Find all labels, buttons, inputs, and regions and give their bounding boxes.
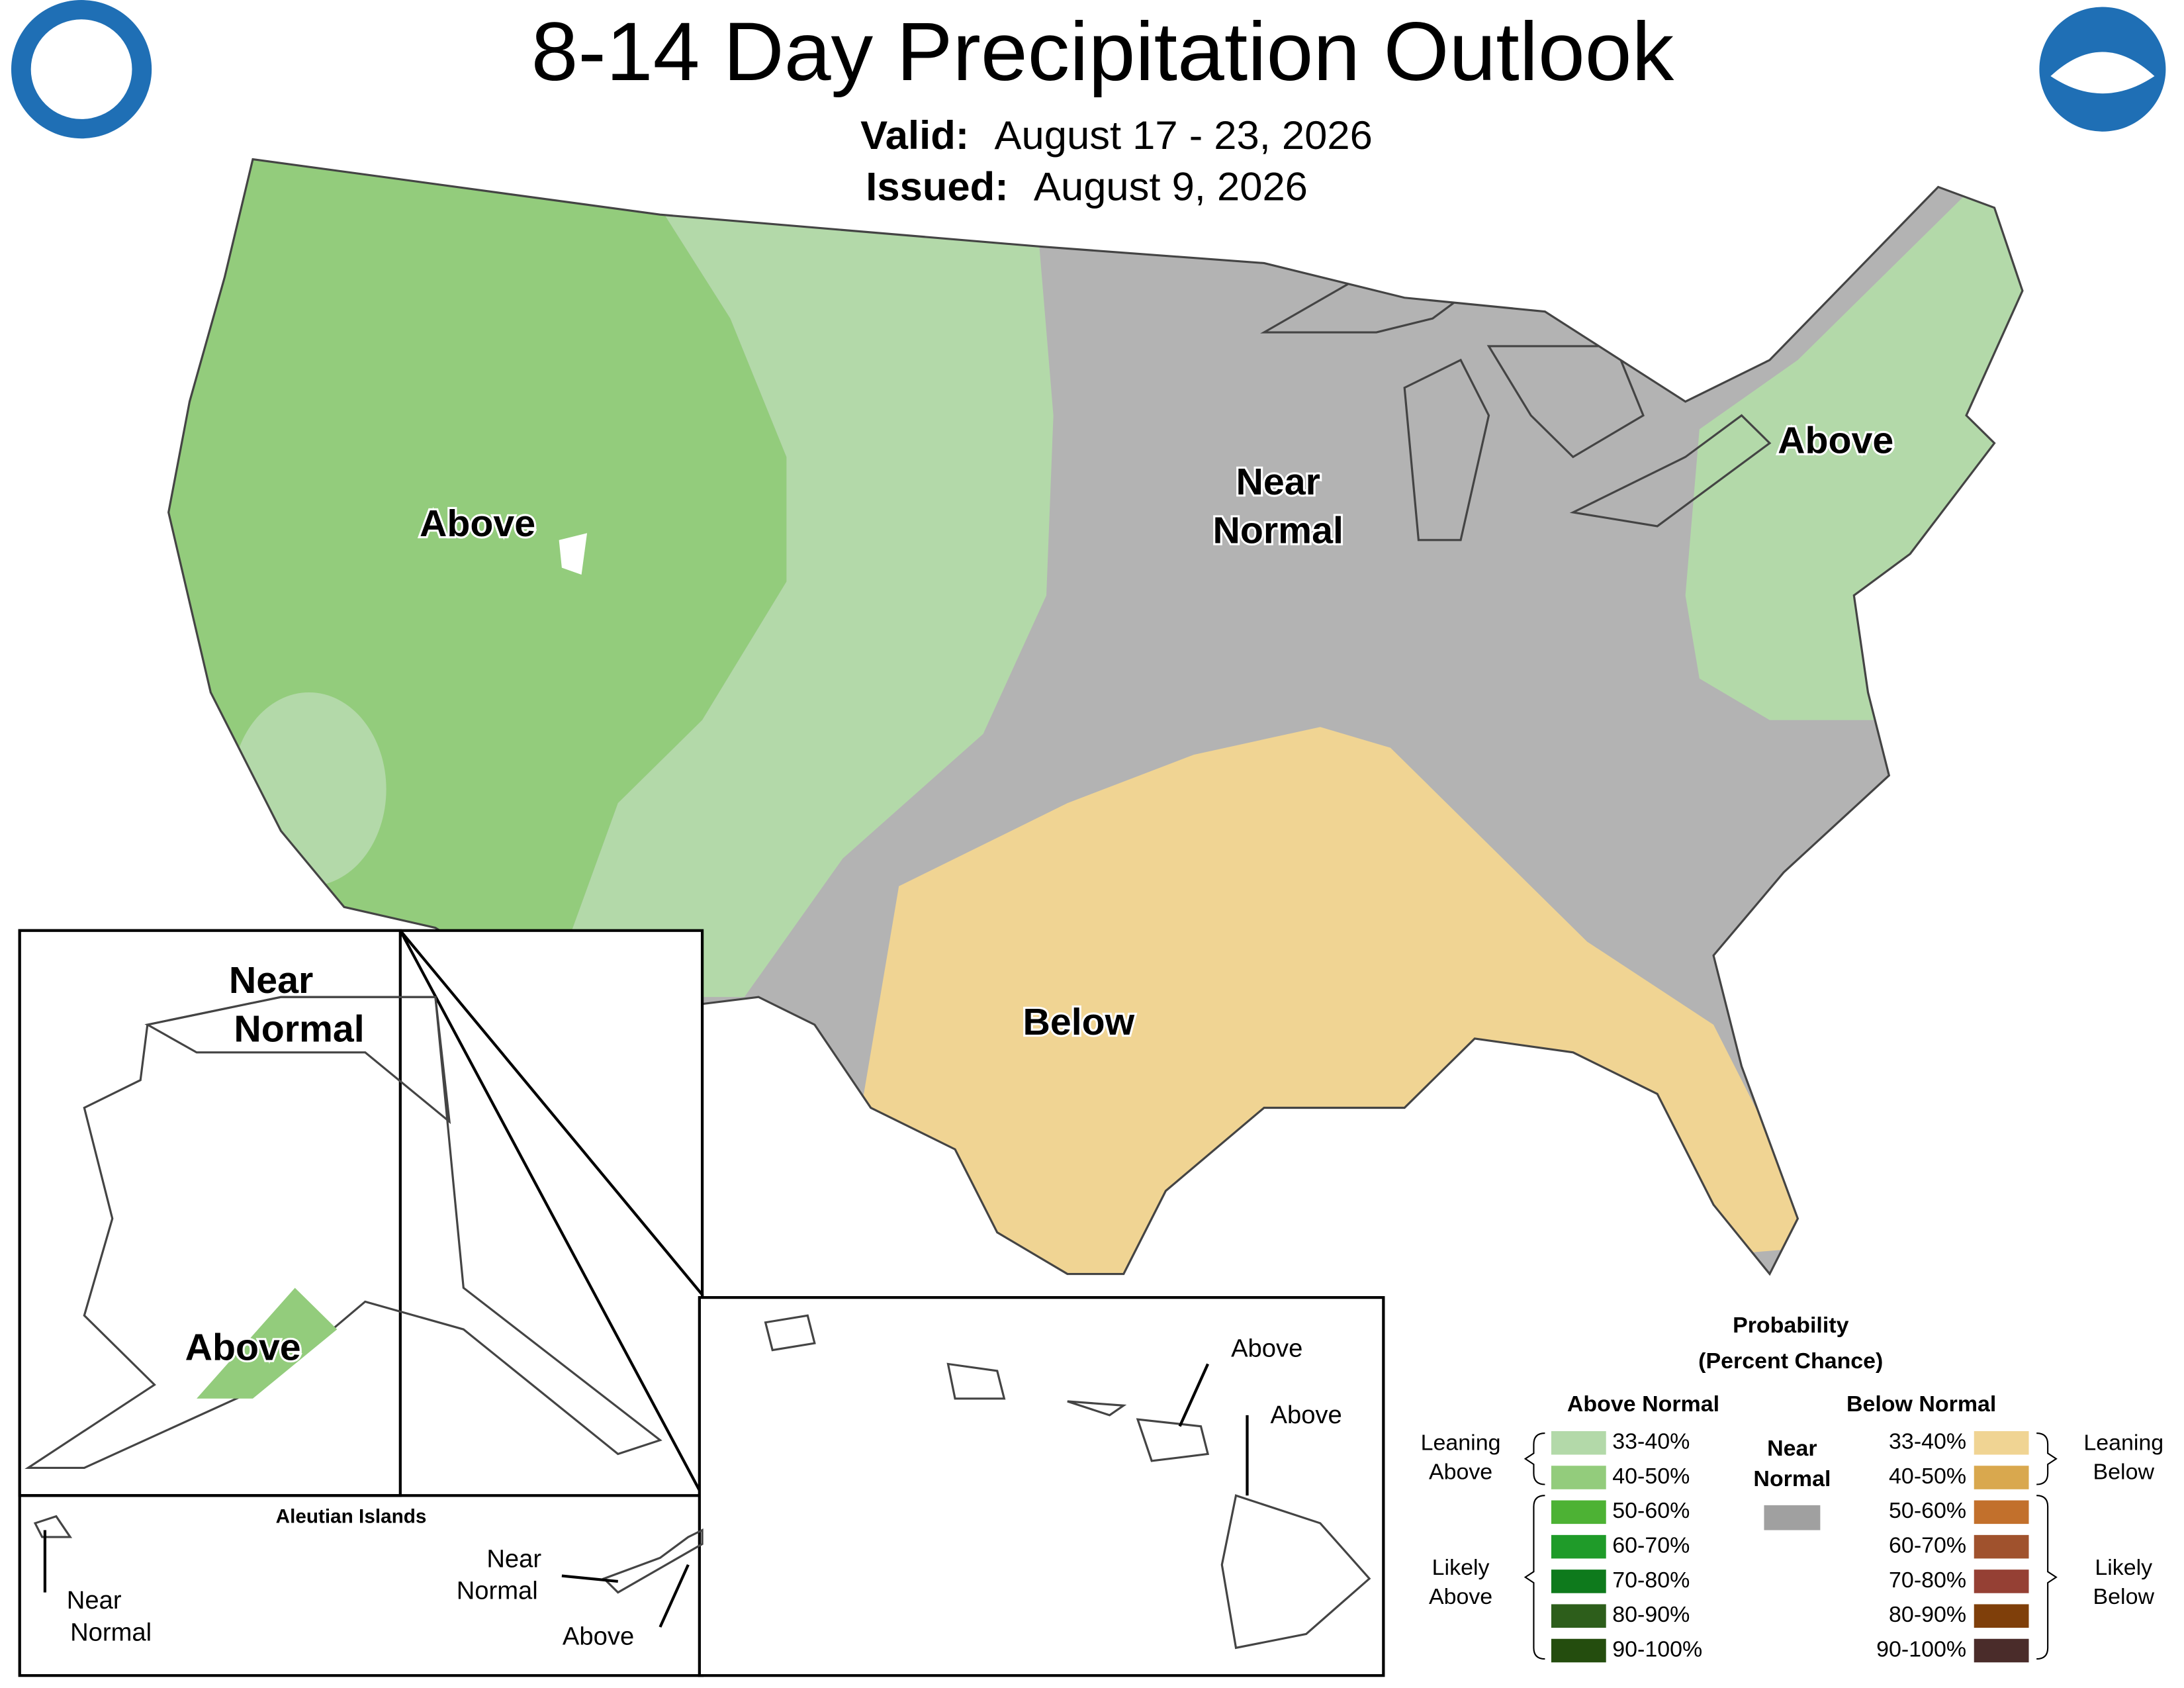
legend-range: 70-80% [1889, 1568, 1966, 1593]
region-label: Near [486, 1546, 541, 1573]
bracket-label: Above [1429, 1460, 1492, 1485]
bracket-label: Likely [1432, 1555, 1490, 1580]
issued-label: Issued: [866, 164, 1008, 209]
legend-swatch [1972, 1429, 2030, 1456]
bracket-label: Below [2093, 1584, 2155, 1609]
bracket-label: Leaning [1421, 1430, 1501, 1456]
legend-swatch [1972, 1568, 2030, 1595]
region-label: Near [1236, 461, 1320, 503]
legend-range: 40-50% [1612, 1464, 1690, 1489]
region-label: Normal [234, 1008, 364, 1051]
legend-range: 33-40% [1612, 1429, 1690, 1454]
legend-swatch [1549, 1568, 1608, 1595]
legend-heading: Above Normal [1567, 1391, 1719, 1417]
region-label: Above [185, 1327, 301, 1369]
inset-title: Aleutian Islands [276, 1506, 427, 1528]
valid-date: August 17 - 23, 2026 [995, 113, 1373, 158]
bracket-label: Below [2093, 1460, 2155, 1485]
bracket-label: Likely [2095, 1555, 2152, 1580]
valid-label: Valid: [860, 113, 969, 158]
legend-swatch [1972, 1499, 2030, 1526]
legend-swatch [1972, 1464, 2030, 1491]
legend-range: 90-100% [1876, 1637, 1966, 1662]
legend-heading: Near [1767, 1436, 1817, 1461]
legend-swatch [1549, 1533, 1608, 1560]
legend-swatch [1549, 1429, 1608, 1456]
legend-swatch [1764, 1505, 1821, 1530]
legend-range: 50-60% [1612, 1498, 1690, 1523]
region-label: Above [1271, 1401, 1342, 1429]
region-label: Near [229, 960, 313, 1002]
bracket [2036, 1495, 2058, 1660]
region-label: Above [1231, 1335, 1302, 1363]
legend-swatch [1549, 1637, 1608, 1664]
legend-swatch [1549, 1603, 1608, 1630]
legend-heading: Normal [1753, 1466, 1831, 1491]
issued-date: August 9, 2026 [1034, 164, 1308, 209]
legend-swatch [1549, 1499, 1608, 1526]
region-label: Above [563, 1623, 634, 1651]
region-label: Above [1778, 420, 1893, 462]
bracket-label: Leaning [2083, 1430, 2163, 1456]
legend-swatch [1972, 1637, 2030, 1664]
region-label: Normal [70, 1619, 152, 1647]
legend-range: 60-70% [1889, 1533, 1966, 1558]
bracket [2036, 1432, 2058, 1485]
bracket-label: Above [1429, 1584, 1492, 1609]
region-label: Normal [457, 1577, 538, 1605]
legend-heading: Below Normal [1846, 1391, 1996, 1417]
legend-range: 60-70% [1612, 1533, 1690, 1558]
legend-swatch [1972, 1603, 2030, 1630]
legend-range: 50-60% [1889, 1498, 1966, 1523]
legend-title: (Percent Chance) [1698, 1348, 1883, 1374]
legend-title: Probability [1733, 1313, 1849, 1338]
title: 8-14 Day Precipitation Outlook [531, 5, 1674, 98]
region-label: Above [420, 502, 535, 545]
legend-range: 33-40% [1889, 1429, 1966, 1454]
legend-range: 90-100% [1612, 1637, 1702, 1662]
region-label: Normal [1213, 510, 1343, 552]
legend-range: 70-80% [1612, 1568, 1690, 1593]
region-label: Near [67, 1587, 122, 1615]
legend-range: 40-50% [1889, 1464, 1966, 1489]
region-label: Below [1023, 1001, 1134, 1043]
bracket [1524, 1432, 1545, 1485]
legend-swatch [1549, 1464, 1608, 1491]
bracket [1524, 1495, 1545, 1660]
legend: Probability (Percent Chance) Above Normal B… [1421, 1313, 2163, 1664]
legend-range: 80-90% [1612, 1602, 1690, 1627]
legend-swatch [1972, 1533, 2030, 1560]
legend-range: 80-90% [1889, 1602, 1966, 1627]
